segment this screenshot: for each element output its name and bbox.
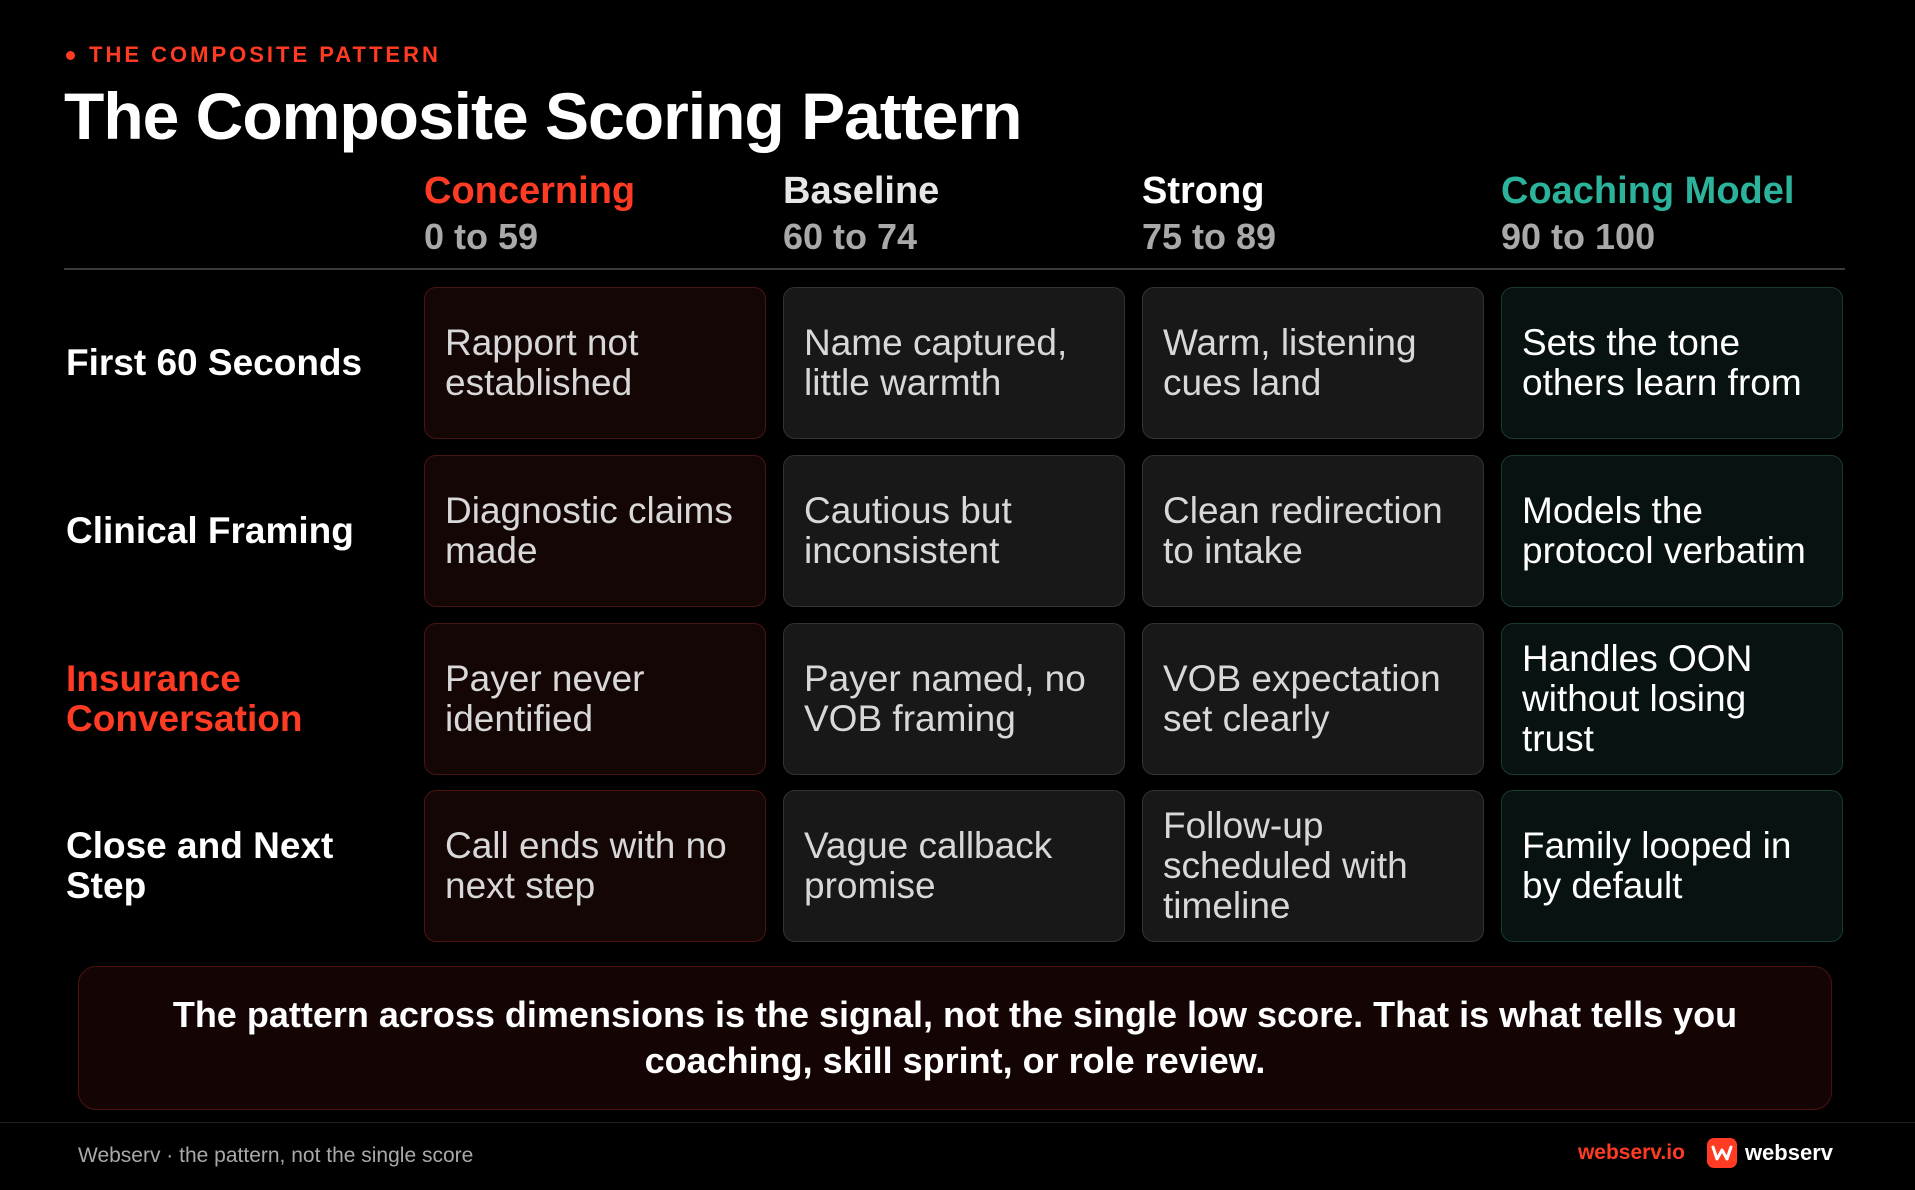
footer-brand-area: webserv.io webserv bbox=[1578, 1138, 1833, 1168]
column-name: Strong bbox=[1142, 170, 1265, 212]
footer-caption: Webserv · the pattern, not the single sc… bbox=[78, 1144, 474, 1167]
cell-text: Sets the tone others learn from bbox=[1522, 322, 1802, 403]
eyebrow-label: THE COMPOSITE PATTERN bbox=[89, 42, 441, 67]
score-cell-coaching-model: Sets the tone others learn from bbox=[1501, 287, 1843, 439]
bullet-dot-icon bbox=[66, 50, 75, 60]
cell-text: Cautious but inconsistent bbox=[804, 490, 1012, 571]
column-name: Coaching Model bbox=[1501, 170, 1795, 212]
score-cell-coaching-model: Handles OON without losing trust bbox=[1501, 623, 1843, 775]
column-header-coaching-model: Coaching Model 90 to 100 bbox=[1501, 168, 1843, 260]
cell-text: Clean redirection to intake bbox=[1163, 490, 1443, 571]
score-cell-concerning: Call ends with no next step bbox=[424, 790, 766, 942]
brand-logo: webserv bbox=[1706, 1138, 1833, 1168]
column-header-concerning: Concerning 0 to 59 bbox=[424, 168, 766, 260]
cell-text: Follow-up scheduled with timeline bbox=[1163, 805, 1408, 926]
score-cell-strong: Warm, listening cues land bbox=[1142, 287, 1484, 439]
callout-text: The pattern across dimensions is the sig… bbox=[172, 994, 1738, 1081]
score-cell-baseline: Vague callback promise bbox=[783, 790, 1125, 942]
score-cell-strong: VOB expectation set clearly bbox=[1142, 623, 1484, 775]
score-cell-strong: Follow-up scheduled with timeline bbox=[1142, 790, 1484, 942]
score-cell-concerning: Rapport not established bbox=[424, 287, 766, 439]
row-label-close-and-next-step: Close and Next Step bbox=[66, 825, 334, 906]
header-divider bbox=[64, 268, 1845, 270]
cell-text: Family looped in by default bbox=[1522, 825, 1792, 906]
page-title: The Composite Scoring Pattern bbox=[64, 79, 1022, 153]
row-label-first-60-seconds: First 60 Seconds bbox=[66, 342, 363, 383]
cell-text: Rapport not established bbox=[445, 322, 639, 403]
score-cell-baseline: Cautious but inconsistent bbox=[783, 455, 1125, 607]
score-cell-baseline: Payer named, no VOB framing bbox=[783, 623, 1125, 775]
column-name: Concerning bbox=[424, 170, 636, 212]
cell-text: Name captured, little warmth bbox=[804, 322, 1068, 403]
cell-text: Payer never identified bbox=[445, 658, 645, 739]
score-cell-coaching-model: Models the protocol verbatim bbox=[1501, 455, 1843, 607]
column-header-strong: Strong 75 to 89 bbox=[1142, 168, 1484, 260]
cell-text: Vague callback promise bbox=[804, 825, 1053, 906]
row-label-clinical-framing: Clinical Framing bbox=[66, 510, 354, 551]
footer-divider bbox=[0, 1122, 1915, 1123]
cell-text: VOB expectation set clearly bbox=[1163, 658, 1441, 739]
column-name: Baseline bbox=[783, 170, 940, 212]
cell-text: Diagnostic claims made bbox=[445, 490, 733, 571]
score-cell-concerning: Payer never identified bbox=[424, 623, 766, 775]
cell-text: Warm, listening cues land bbox=[1163, 322, 1417, 403]
column-range: 90 to 100 bbox=[1501, 216, 1656, 257]
row-label-insurance-conversation: Insurance Conversation bbox=[66, 658, 303, 739]
column-range: 75 to 89 bbox=[1142, 216, 1277, 257]
column-range: 60 to 74 bbox=[783, 216, 918, 257]
cell-text: Handles OON without losing trust bbox=[1522, 638, 1753, 759]
score-cell-strong: Clean redirection to intake bbox=[1142, 455, 1484, 607]
score-cell-concerning: Diagnostic claims made bbox=[424, 455, 766, 607]
eyebrow: THE COMPOSITE PATTERN bbox=[66, 42, 441, 68]
cell-text: Payer named, no VOB framing bbox=[804, 658, 1086, 739]
column-range: 0 to 59 bbox=[424, 216, 539, 257]
cell-text: Models the protocol verbatim bbox=[1522, 490, 1806, 571]
score-cell-coaching-model: Family looped in by default bbox=[1501, 790, 1843, 942]
callout-box: The pattern across dimensions is the sig… bbox=[78, 966, 1832, 1110]
cell-text: Call ends with no next step bbox=[445, 825, 727, 906]
score-cell-baseline: Name captured, little warmth bbox=[783, 287, 1125, 439]
brand-name: webserv bbox=[1744, 1140, 1833, 1165]
webserv-logo-icon bbox=[1706, 1138, 1737, 1168]
column-header-baseline: Baseline 60 to 74 bbox=[783, 168, 1125, 260]
footer-link[interactable]: webserv.io bbox=[1577, 1141, 1685, 1164]
